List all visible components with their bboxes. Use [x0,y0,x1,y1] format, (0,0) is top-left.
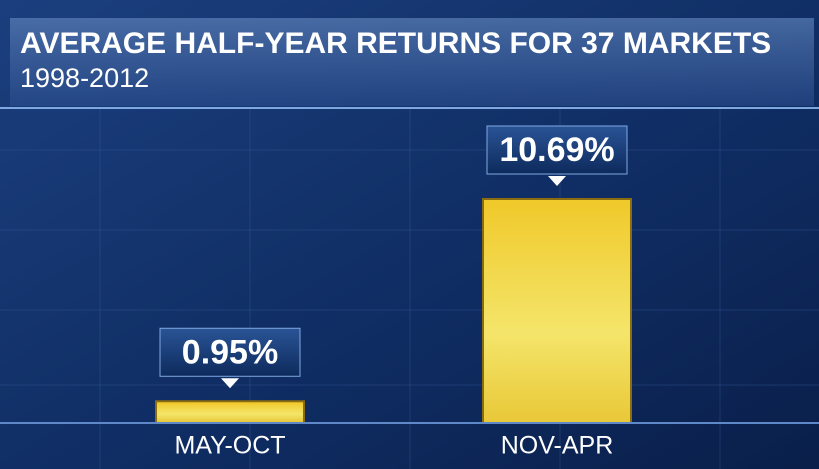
chart-subtitle: 1998-2012 [20,63,149,93]
value-label: 0.95% [182,333,278,371]
value-label-pointer [221,378,239,389]
value-label-pointer [548,176,566,186]
bar [157,402,303,422]
title-band [10,18,814,106]
x-tick-label: MAY-OCT [174,432,285,460]
value-label-box [486,125,628,175]
x-tick-label: NOV-APR [501,432,614,460]
bar [484,200,630,422]
chart-title: AVERAGE HALF-YEAR RETURNS FOR 37 MARKETS [20,27,771,60]
value-label-box [159,327,301,377]
value-label: 10.69% [499,131,614,169]
